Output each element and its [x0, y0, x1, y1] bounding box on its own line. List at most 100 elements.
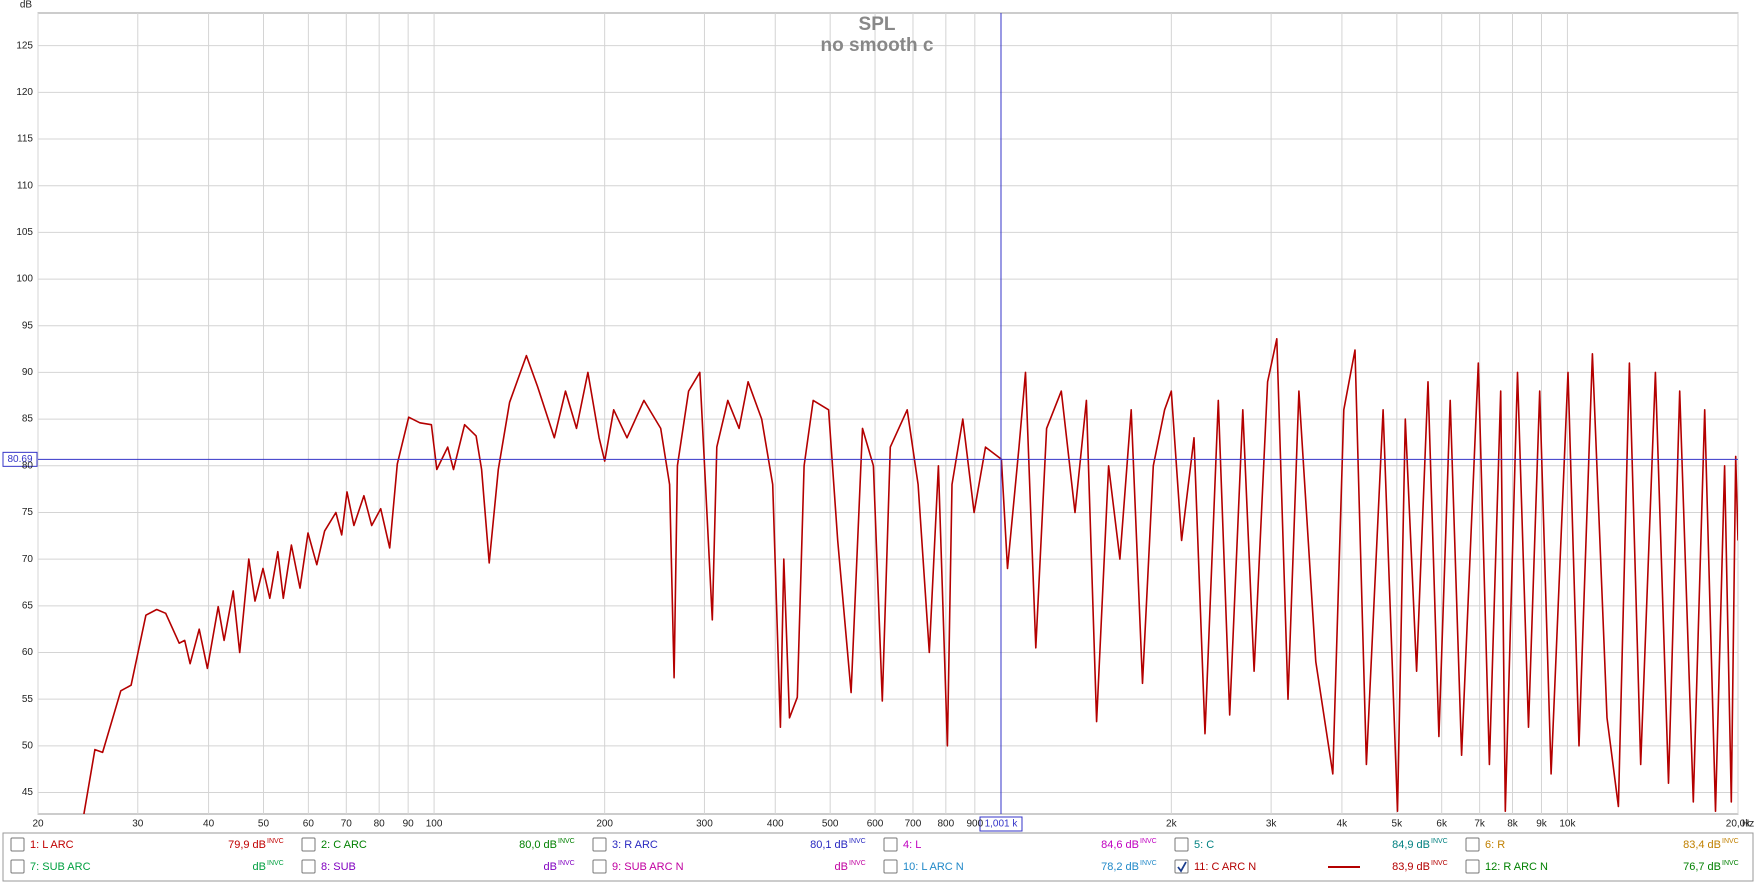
x-tick-label: 10k — [1559, 819, 1576, 830]
x-tick-label: 8k — [1507, 819, 1519, 830]
trace-label: 7: SUB ARC — [30, 861, 91, 873]
trace-checkbox[interactable] — [1465, 859, 1480, 874]
cursor-x-box — [979, 816, 1023, 832]
trace-flag: INVC — [1722, 860, 1739, 867]
trace-flag: INVC — [267, 838, 284, 845]
trace-checkbox[interactable] — [1465, 837, 1480, 852]
x-tick-label: 20 — [32, 819, 44, 830]
trace-checkbox[interactable] — [592, 837, 607, 852]
trace-level: 80,0 dB — [519, 839, 557, 851]
trace-level: dB — [544, 861, 557, 873]
x-tick-label: 6k — [1436, 819, 1448, 830]
x-tick-label: 900 — [966, 819, 983, 830]
x-tick-label: 2k — [1166, 819, 1178, 830]
y-tick-label: 85 — [22, 414, 34, 425]
trace-label: 4: L — [903, 839, 921, 851]
trace-label: 10: L ARC N — [903, 861, 964, 873]
trace-flag: INVC — [267, 860, 284, 867]
trace-checkbox[interactable] — [592, 859, 607, 874]
grid — [37, 13, 1739, 814]
x-axis-unit: Hz — [1742, 819, 1754, 830]
x-tick-label: 20,0k — [1726, 819, 1751, 830]
trace-label: 11: C ARC N — [1194, 861, 1256, 873]
x-tick-label: 60 — [303, 819, 315, 830]
cursor-y-box — [2, 451, 38, 467]
trace-checkbox[interactable] — [883, 837, 898, 852]
trace-label: 9: SUB ARC N — [612, 861, 684, 873]
chart-subtitle: no smooth c — [821, 35, 934, 56]
response-curve — [83, 338, 1738, 814]
x-tick-label: 800 — [937, 819, 954, 830]
y-axis-label: dB — [20, 0, 33, 11]
trace-label: 1: L ARC — [30, 839, 74, 851]
trace-level: dB — [253, 861, 266, 873]
trace-label: 12: R ARC N — [1485, 861, 1548, 873]
y-tick-label: 45 — [22, 787, 34, 798]
trace-level: dB — [835, 861, 848, 873]
cursor-x-label: 1,001 k — [985, 819, 1019, 830]
trace-level: 83,4 dB — [1683, 839, 1721, 851]
trace-flag: INVC — [1431, 838, 1448, 845]
trace-label: 5: C — [1194, 839, 1214, 851]
trace-level: 76,7 dB — [1683, 861, 1721, 873]
trace-flag: INVC — [849, 838, 866, 845]
cursor-layer: 80.69 1,001 k — [2, 13, 1738, 832]
y-tick-label: 50 — [22, 740, 34, 751]
y-tick-label: 110 — [17, 180, 33, 191]
trace-label: 8: SUB — [321, 861, 356, 873]
trace-level: 83,9 dB — [1392, 861, 1430, 873]
trace-flag: INVC — [1140, 860, 1157, 867]
x-tick-label: 600 — [867, 819, 884, 830]
x-tick-label: 40 — [203, 819, 215, 830]
trace-level: 84,6 dB — [1101, 839, 1139, 851]
trace-label: 2: C ARC — [321, 839, 367, 851]
trace-checkbox[interactable] — [1174, 837, 1189, 852]
trace-checkbox[interactable] — [883, 859, 898, 874]
trace-flag: INVC — [558, 860, 575, 867]
trace-checkbox[interactable] — [10, 859, 25, 874]
cursor-y-label: 80.69 — [7, 454, 32, 465]
x-tick-label: 4k — [1337, 819, 1349, 830]
trace-flag: INVC — [1140, 838, 1157, 845]
x-tick-label: 50 — [258, 819, 270, 830]
y-tick-label: 80 — [22, 460, 34, 471]
trace-label: 3: R ARC — [612, 839, 658, 851]
trace-level: 80,1 dB — [810, 839, 848, 851]
trace-checkbox[interactable] — [10, 837, 25, 852]
y-tick-label: 60 — [22, 647, 34, 658]
trace-list: 1: L ARC 79,9 dB INVC 2: C ARC 80,0 dB INVC 3:… — [10, 837, 1739, 874]
x-tick-label: 300 — [696, 819, 713, 830]
y-tick-label: 105 — [16, 227, 33, 238]
trace-label: 6: R — [1485, 839, 1505, 851]
curve-layer — [83, 338, 1738, 814]
x-tick-label: 80 — [374, 819, 386, 830]
y-tick-label: 75 — [22, 507, 34, 518]
x-tick-label: 5k — [1392, 819, 1404, 830]
x-tick-label: 100 — [426, 819, 443, 830]
y-tick-label: 95 — [22, 320, 34, 331]
x-tick-label: 30 — [132, 819, 144, 830]
y-tick-label: 65 — [22, 600, 34, 611]
x-tick-label: 70 — [341, 819, 353, 830]
trace-level: 79,9 dB — [228, 839, 266, 851]
x-tick-label: 500 — [822, 819, 839, 830]
trace-level: 78,2 dB — [1101, 861, 1139, 873]
y-tick-label: 90 — [22, 367, 34, 378]
x-tick-label: 400 — [767, 819, 784, 830]
trace-level: 84,9 dB — [1392, 839, 1430, 851]
trace-flag: INVC — [1722, 838, 1739, 845]
y-tick-label: 120 — [16, 87, 33, 98]
x-tick-label: 700 — [905, 819, 922, 830]
y-tick-label: 70 — [22, 554, 34, 565]
checkmark — [1177, 861, 1187, 873]
trace-checkbox[interactable] — [301, 859, 316, 874]
trace-panel — [2, 832, 1754, 882]
trace-checkbox[interactable] — [301, 837, 316, 852]
y-tick-label: 55 — [22, 694, 34, 705]
x-tick-label: 7k — [1474, 819, 1486, 830]
y-tick-label: 125 — [16, 40, 33, 51]
trace-flag: INVC — [849, 860, 866, 867]
y-tick-label: 115 — [17, 134, 33, 145]
